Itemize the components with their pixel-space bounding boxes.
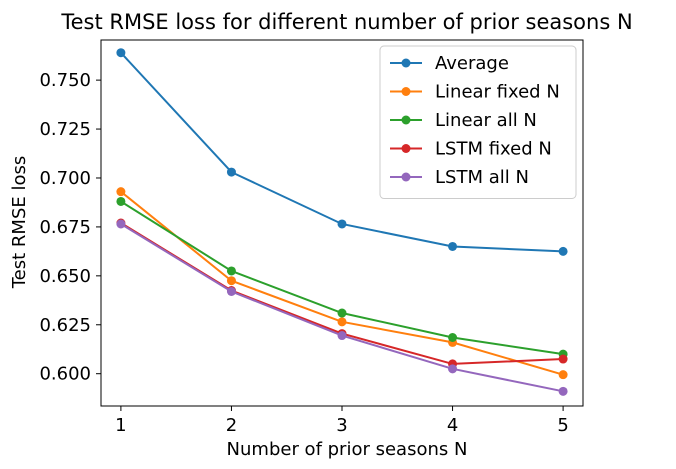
legend-label-3: LSTM fixed N [435, 139, 552, 160]
x-tick-label-0: 1 [115, 415, 126, 436]
x-tick-label-4: 5 [557, 415, 568, 436]
x-tick-label-2: 3 [336, 415, 347, 436]
data-point-0-4 [558, 246, 568, 256]
data-point-2-2 [337, 308, 347, 318]
data-point-0-0 [116, 48, 126, 58]
y-tick-label-0: 0.600 [39, 364, 91, 385]
data-point-4-3 [448, 364, 458, 374]
legend-label-4: LSTM all N [435, 167, 529, 188]
y-tick-label-5: 0.725 [39, 119, 91, 140]
legend-label-2: Linear all N [435, 110, 537, 131]
legend: Average Linear fixed N Linear all N LSTM fi… [379, 45, 577, 199]
data-point-0-3 [448, 241, 458, 251]
data-point-2-3 [448, 332, 458, 342]
x-axis-label: Number of prior seasons N [227, 439, 468, 460]
legend-label-0: Average [435, 53, 509, 74]
series-line-1 [120, 190, 564, 376]
y-tick-label-1: 0.625 [39, 315, 91, 336]
y-tick-label-2: 0.650 [39, 266, 91, 287]
legend-box [379, 45, 577, 199]
chart-title: Test RMSE loss for different number of p… [60, 10, 632, 34]
data-point-0-1 [226, 167, 236, 177]
data-point-1-4 [558, 370, 568, 380]
data-point-4-4 [558, 386, 568, 396]
data-point-3-4 [558, 354, 568, 364]
data-point-2-1 [226, 266, 236, 276]
plot-area: 1 2 3 4 5 0.600 0.625 0.650 0.675 0.700 0.725 0.750 [39, 39, 584, 436]
y-axis-label: Test RMSE loss [9, 156, 30, 290]
legend-marker-2 [401, 115, 411, 125]
x-tick-label-1: 2 [226, 415, 237, 436]
legend-label-1: Linear fixed N [435, 82, 560, 103]
y-tick-label-6: 0.750 [39, 70, 91, 91]
data-point-2-0 [116, 196, 126, 206]
data-point-1-2 [337, 317, 347, 327]
x-tick-label-3: 4 [447, 415, 458, 436]
data-point-0-2 [337, 219, 347, 229]
data-point-4-1 [226, 287, 236, 297]
data-point-4-0 [116, 219, 126, 229]
data-point-4-2 [337, 331, 347, 341]
y-tick-label-4: 0.700 [39, 168, 91, 189]
data-point-1-0 [116, 187, 126, 197]
legend-marker-3 [401, 144, 411, 153]
y-tick-label-3: 0.675 [39, 217, 91, 238]
data-point-1-1 [226, 276, 236, 286]
legend-marker-1 [401, 87, 411, 96]
legend-marker-4 [401, 172, 411, 182]
legend-marker-0 [401, 58, 411, 68]
